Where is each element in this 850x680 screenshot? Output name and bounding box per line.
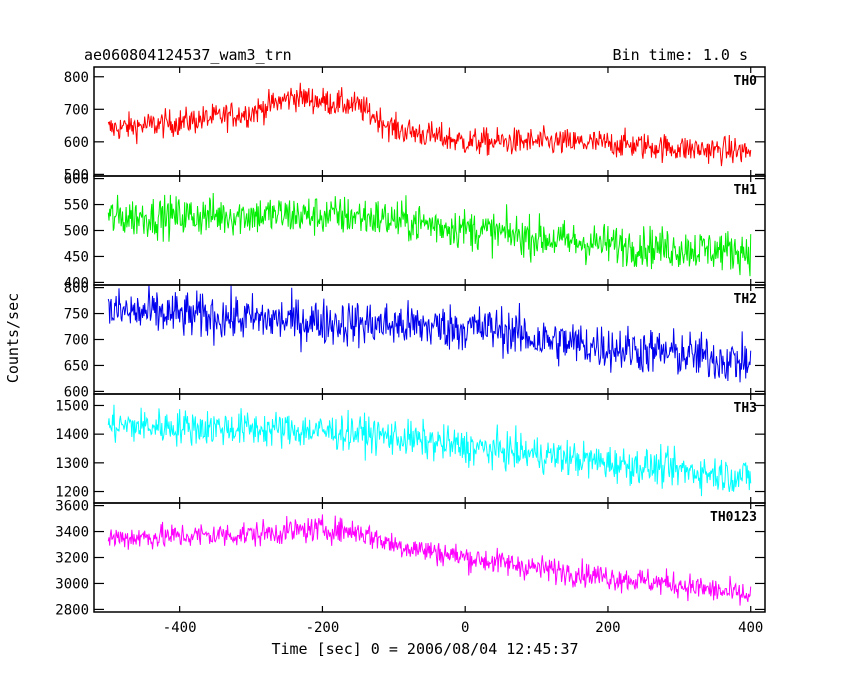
- y-tick-label: 500: [64, 167, 89, 183]
- y-tick-label: 500: [64, 224, 89, 240]
- y-tick-label: 650: [64, 358, 89, 374]
- panel-name-label: TH1: [734, 183, 758, 198]
- panel-frame: [93, 393, 766, 504]
- y-tick-label: 1300: [55, 456, 89, 472]
- y-tick-label: 1400: [55, 427, 89, 443]
- y-tick-label: 2800: [55, 602, 89, 618]
- panel-th2: 600 650 700 750 800 TH2: [64, 281, 766, 400]
- panel-name-label: TH3: [734, 401, 757, 416]
- y-tick-label: 3000: [55, 576, 89, 592]
- y-tick-label: 800: [64, 70, 89, 86]
- y-tick-label: 550: [64, 198, 89, 214]
- x-axis: -400 -200 0 200 400: [163, 620, 764, 636]
- panel-th0123: 2800 3000 3200 3400 3600 TH0123: [55, 499, 766, 618]
- x-tick-label: 400: [738, 620, 763, 636]
- y-tick-label: 1200: [55, 485, 89, 501]
- x-tick-label: 200: [595, 620, 620, 636]
- series-th0: [107, 82, 752, 167]
- y-axis-label: Counts/sec: [4, 293, 22, 383]
- series-th3: [107, 404, 752, 497]
- x-axis-label: Time [sec] 0 = 2006/08/04 12:45:37: [271, 640, 578, 658]
- y-tick-label: 600: [64, 135, 89, 151]
- y-tick-label: 800: [64, 281, 89, 297]
- x-tick-label: 0: [461, 620, 469, 636]
- panel-name-label: TH0123: [710, 510, 757, 525]
- bin-time-label: Bin time: 1.0 s: [613, 46, 748, 64]
- y-tick-label: 400: [64, 275, 89, 291]
- panel-th0: 500 600 700 800 TH0: [64, 66, 766, 183]
- y-tick-label: 1500: [55, 398, 89, 414]
- chart-title: ae060804124537_wam3_trn: [84, 46, 292, 64]
- y-tick-label: 600: [64, 384, 89, 400]
- series-th1: [107, 193, 752, 277]
- series-th2: [107, 285, 752, 383]
- y-tick-label: 3400: [55, 525, 89, 541]
- y-tick-label: 3200: [55, 551, 89, 567]
- panel-th1: 400 450 500 550 600 TH1: [64, 172, 766, 291]
- y-tick-label: 3600: [55, 499, 89, 515]
- y-tick-label: 700: [64, 102, 89, 118]
- x-tick-label: -400: [163, 620, 197, 636]
- y-tick-label: 600: [64, 172, 89, 188]
- x-tick-label: -200: [306, 620, 340, 636]
- y-tick-label: 700: [64, 333, 89, 349]
- panel-name-label: TH2: [734, 292, 757, 307]
- panel-frame: [93, 175, 766, 286]
- panel-frame: [93, 502, 766, 613]
- y-tick-label: 450: [64, 249, 89, 265]
- panel-name-label: TH0: [734, 74, 758, 89]
- panel-th3: 1200 1300 1400 1500 TH3: [55, 393, 766, 504]
- panel-frame: [93, 284, 766, 395]
- series-th0123: [107, 514, 752, 606]
- y-tick-label: 750: [64, 307, 89, 323]
